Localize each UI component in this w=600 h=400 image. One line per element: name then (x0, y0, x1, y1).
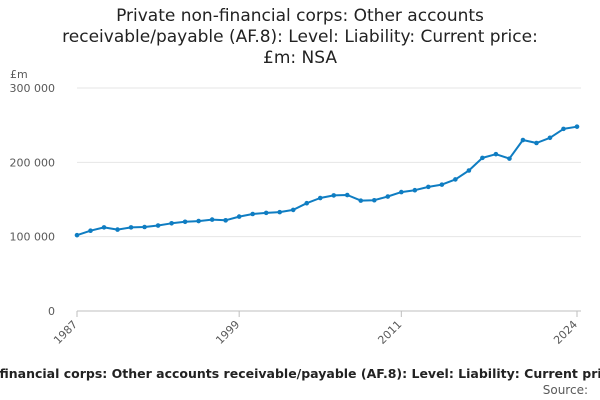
data-point[interactable] (236, 214, 242, 219)
data-point[interactable] (534, 140, 539, 146)
footer-title-text: Private non-financial corps: Other accou… (0, 366, 600, 381)
data-point[interactable] (344, 192, 350, 198)
chart-title: Private non-financial corps: Other accou… (62, 6, 538, 68)
data-point[interactable] (466, 168, 472, 173)
data-point[interactable] (507, 156, 512, 161)
data-point[interactable] (304, 200, 310, 206)
data-point[interactable] (209, 217, 215, 222)
data-point[interactable] (385, 194, 391, 199)
data-point[interactable] (223, 218, 228, 223)
y-tick-label: 200 000 (10, 156, 56, 169)
data-point[interactable] (88, 228, 93, 234)
source-label: Source: (542, 383, 588, 397)
y-tick-label: 0 (48, 305, 55, 318)
data-point[interactable] (169, 220, 174, 226)
y-axis-unit-label: £m (10, 68, 28, 81)
data-point[interactable] (128, 225, 134, 230)
y-axis-ticks: 0 100 000 200 000 300 000 (10, 82, 56, 318)
data-point[interactable] (250, 211, 255, 217)
data-point[interactable] (182, 219, 188, 225)
x-tick-label: 2024 (551, 318, 580, 347)
data-point[interactable] (290, 207, 296, 213)
data-point[interactable] (358, 198, 364, 203)
data-point[interactable] (74, 232, 80, 238)
data-point[interactable] (561, 126, 566, 132)
series-group (74, 124, 580, 238)
x-tick-label: 1987 (51, 318, 80, 347)
data-point[interactable] (574, 124, 580, 129)
data-point[interactable] (155, 223, 161, 228)
data-point[interactable] (520, 137, 526, 143)
data-point[interactable] (453, 177, 458, 182)
data-point[interactable] (115, 227, 120, 232)
data-point[interactable] (317, 195, 323, 201)
data-point[interactable] (399, 189, 404, 195)
data-point[interactable] (277, 209, 283, 215)
data-point[interactable] (142, 224, 147, 230)
series-line (76, 125, 578, 237)
footer-title: Private non-financial corps: Other accou… (0, 366, 600, 381)
data-point[interactable] (331, 193, 337, 198)
data-point[interactable] (547, 135, 553, 141)
data-point[interactable] (493, 151, 499, 157)
x-tick-label: 1999 (213, 318, 242, 347)
y-tick-label: 100 000 (10, 231, 56, 244)
data-point[interactable] (426, 184, 431, 190)
data-point[interactable] (101, 225, 107, 230)
data-point[interactable] (196, 218, 201, 224)
x-tick-label: 2011 (375, 318, 404, 347)
data-point[interactable] (412, 187, 418, 193)
data-point[interactable] (371, 197, 377, 203)
y-tick-label: 300 000 (10, 82, 56, 95)
gridlines (77, 87, 581, 312)
data-point[interactable] (439, 182, 445, 187)
x-axis-ticks: 1987 1999 2011 2024 (51, 310, 581, 347)
data-point[interactable] (480, 155, 485, 161)
data-point[interactable] (263, 210, 269, 216)
